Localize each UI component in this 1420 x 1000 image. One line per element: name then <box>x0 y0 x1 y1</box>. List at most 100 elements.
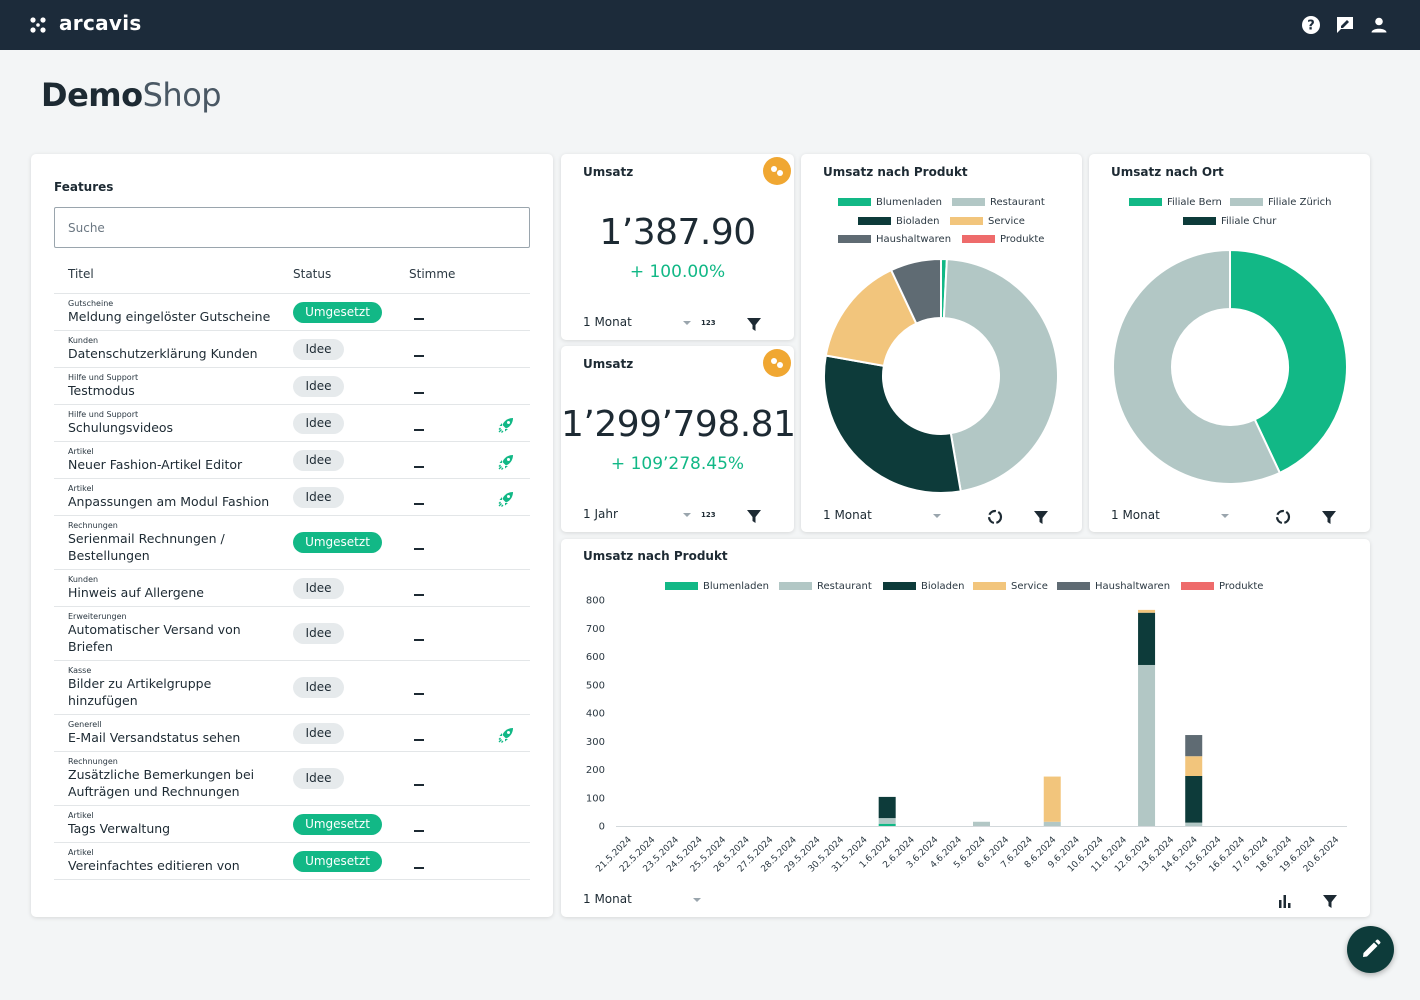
bar-segment[interactable] <box>973 821 990 826</box>
table-row[interactable]: Gutscheine Meldung eingelöster Gutscheine… <box>54 294 530 331</box>
kpi-badge[interactable] <box>763 157 791 185</box>
period-select[interactable]: 1 Monat <box>583 315 632 329</box>
legend-item[interactable]: Produkte <box>962 234 1044 246</box>
features-search-input[interactable] <box>54 207 530 248</box>
table-row[interactable]: Hilfe und Support Testmodus Idee <box>54 368 530 405</box>
period-select[interactable]: 1 Monat <box>823 508 872 522</box>
table-row[interactable]: Artikel Neuer Fashion-Artikel Editor Idee <box>54 442 530 479</box>
vote-dash[interactable] <box>414 593 424 596</box>
column-header-title[interactable]: Titel <box>68 267 94 281</box>
rocket-icon[interactable] <box>497 490 515 508</box>
vote-dash[interactable] <box>414 428 424 431</box>
app-logo-text[interactable]: arcavis <box>59 11 142 35</box>
vote-dash[interactable] <box>414 502 424 505</box>
bar-segment[interactable] <box>1138 664 1156 826</box>
chevron-down-icon[interactable] <box>933 514 941 518</box>
legend-item[interactable]: Bioladen <box>883 581 965 593</box>
number-format-icon[interactable]: 123 <box>701 319 716 327</box>
bar-segment[interactable] <box>1138 609 1156 613</box>
filter-icon[interactable] <box>746 316 762 332</box>
location-slice[interactable] <box>1112 249 1282 485</box>
bar-segment[interactable] <box>878 823 896 826</box>
bar-segment[interactable] <box>878 796 896 819</box>
legend-item[interactable]: Service <box>973 581 1048 593</box>
period-select[interactable]: 1 Monat <box>583 892 632 906</box>
edit-button[interactable] <box>1347 926 1394 973</box>
vote-dash[interactable] <box>414 693 424 695</box>
vote-dash[interactable] <box>414 784 424 786</box>
bar-segment[interactable] <box>1138 612 1156 665</box>
vote-dash[interactable] <box>414 317 424 320</box>
svg-text:?: ? <box>1307 19 1315 34</box>
column-header-vote[interactable]: Stimme <box>409 267 456 281</box>
feedback-icon[interactable] <box>1334 14 1356 36</box>
chevron-down-icon[interactable] <box>683 513 691 517</box>
table-row[interactable]: Kunden Datenschutzerklärung Kunden Idee <box>54 331 530 368</box>
table-row[interactable]: Kasse Bilder zu Artikelgruppe hinzufügen I… <box>54 661 530 715</box>
bar-segment[interactable] <box>1043 776 1061 822</box>
legend-item[interactable]: Restaurant <box>952 197 1045 209</box>
filter-icon[interactable] <box>746 508 762 524</box>
rocket-icon[interactable] <box>497 726 515 744</box>
table-row[interactable]: Erweiterungen Automatischer Versand von B… <box>54 607 530 661</box>
filter-icon[interactable] <box>1033 509 1049 525</box>
chevron-down-icon[interactable] <box>693 898 701 902</box>
table-row[interactable]: Rechnungen Serienmail Rechnungen / Bestel… <box>54 516 530 570</box>
legend-item[interactable]: Filiale Bern <box>1129 197 1222 209</box>
bar-chart-icon[interactable] <box>1277 893 1293 909</box>
period-select[interactable]: 1 Monat <box>1111 508 1160 522</box>
bar-segment[interactable] <box>878 818 896 824</box>
bar-segment[interactable] <box>1185 735 1203 757</box>
legend-item[interactable]: Produkte <box>1181 581 1263 593</box>
vote-dash[interactable] <box>414 548 424 550</box>
refresh-icon[interactable] <box>987 509 1003 525</box>
column-header-status[interactable]: Status <box>293 267 332 281</box>
legend-item[interactable]: Filiale Zürich <box>1230 197 1332 209</box>
bar-segment[interactable] <box>1185 775 1203 823</box>
bar-segment[interactable] <box>1043 821 1061 826</box>
vote-dash[interactable] <box>414 465 424 468</box>
legend-item[interactable]: Haushaltwaren <box>838 234 951 246</box>
product-slice[interactable] <box>942 258 1059 493</box>
legend-item[interactable]: Bioladen <box>858 216 940 228</box>
vote-dash[interactable] <box>414 639 424 641</box>
legend-item[interactable]: Blumenladen <box>838 197 942 209</box>
status-badge: Idee <box>293 722 344 744</box>
vote-dash[interactable] <box>414 829 424 832</box>
vote-dash[interactable] <box>414 354 424 357</box>
product-slice[interactable] <box>889 258 942 325</box>
legend-item[interactable]: Filiale Chur <box>1183 216 1276 228</box>
rocket-icon[interactable] <box>497 453 515 471</box>
location-slice[interactable] <box>1229 249 1348 475</box>
chevron-down-icon[interactable] <box>1221 514 1229 518</box>
vote-dash[interactable] <box>414 738 424 741</box>
table-row[interactable]: Hilfe und Support Schulungsvideos Idee <box>54 405 530 442</box>
table-row[interactable]: Artikel Anpassungen am Modul Fashion Idee <box>54 479 530 516</box>
help-icon[interactable]: ? <box>1300 14 1322 36</box>
bar-segment[interactable] <box>1185 822 1203 826</box>
user-icon[interactable] <box>1368 14 1390 36</box>
vote-dash[interactable] <box>414 866 424 869</box>
legend-item[interactable]: Blumenladen <box>665 581 769 593</box>
product-slice[interactable] <box>823 354 962 494</box>
legend-item[interactable]: Restaurant <box>779 581 872 593</box>
table-row[interactable]: Generell E-Mail Versandstatus sehen Idee <box>54 715 530 752</box>
chevron-down-icon[interactable] <box>683 321 691 325</box>
refresh-icon[interactable] <box>1275 509 1291 525</box>
legend-item[interactable]: Service <box>950 216 1025 228</box>
table-row[interactable]: Artikel Tags Verwaltung Umgesetzt <box>54 806 530 843</box>
vote-dash[interactable] <box>414 391 424 394</box>
table-row[interactable]: Kunden Hinweis auf Allergene Idee <box>54 570 530 607</box>
filter-icon[interactable] <box>1321 509 1337 525</box>
legend-label: Blumenladen <box>876 197 942 208</box>
kpi-badge[interactable] <box>763 349 791 377</box>
bar-segment[interactable] <box>1185 756 1203 776</box>
period-select[interactable]: 1 Jahr <box>583 507 618 521</box>
pencil-icon <box>1363 939 1381 957</box>
legend-item[interactable]: Haushaltwaren <box>1057 581 1170 593</box>
table-row[interactable]: Rechnungen Zusätzliche Bemerkungen bei Au… <box>54 752 530 806</box>
filter-icon[interactable] <box>1322 893 1338 909</box>
table-row[interactable]: Artikel Vereinfachtes editieren von Umgese… <box>54 843 530 880</box>
rocket-icon[interactable] <box>497 416 515 434</box>
number-format-icon[interactable]: 123 <box>701 511 716 519</box>
